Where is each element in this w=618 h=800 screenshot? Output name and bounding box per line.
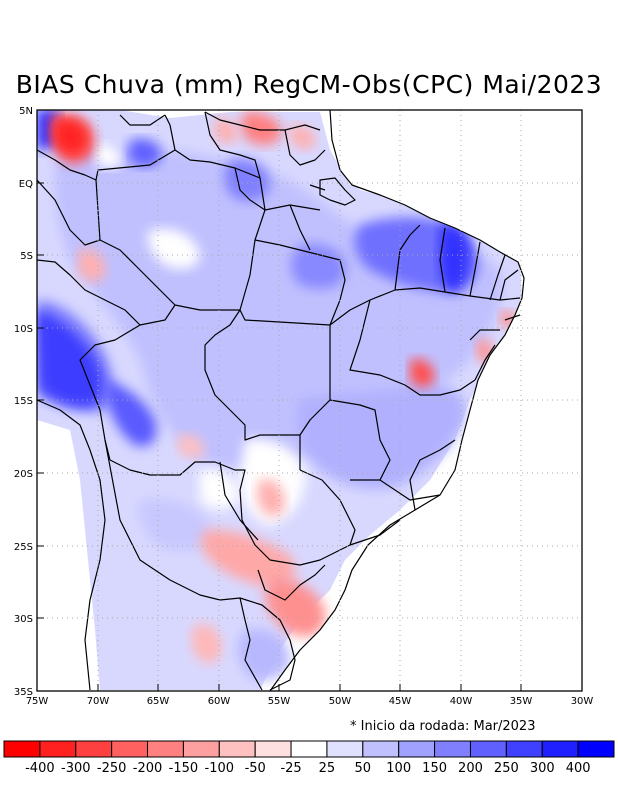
- x-tick-label: 60W: [208, 696, 231, 707]
- y-tick-label: 30S: [14, 614, 33, 625]
- colorbar-label: -200: [133, 761, 163, 776]
- y-tick-label: 20S: [14, 469, 33, 480]
- y-tick-labels: 5N EQ 5S 10S 15S 20S 25S 30S 35S: [14, 106, 33, 698]
- colorbar-label: 25: [319, 761, 336, 776]
- y-tick-label: 35S: [14, 687, 33, 698]
- y-tick-label: 10S: [14, 324, 33, 335]
- y-tick-label: 25S: [14, 542, 33, 553]
- colorbar-label: -250: [97, 761, 127, 776]
- colorbar-label: 200: [458, 761, 483, 776]
- colorbar-label: -25: [280, 761, 301, 776]
- ocean-mask: [37, 110, 582, 691]
- x-tick-label: 45W: [389, 696, 412, 707]
- y-tick-label: 5N: [19, 106, 33, 117]
- colorbar-label: 300: [530, 761, 555, 776]
- x-tick-label: 40W: [450, 696, 473, 707]
- colorbar-label: 250: [494, 761, 519, 776]
- colorbar-labels: -400 -300 -250 -200 -150 -100 -50 -25 25 50 100 150…: [25, 761, 590, 776]
- colorbar-box: [469, 740, 507, 758]
- colorbar-box: [505, 740, 543, 758]
- colorbar-box: [290, 740, 328, 758]
- colorbar-label: -400: [25, 761, 55, 776]
- colorbar-label: 400: [566, 761, 591, 776]
- colorbar-box: [75, 740, 113, 758]
- colorbar-label: -50: [245, 761, 266, 776]
- colorbar-label: 150: [422, 761, 447, 776]
- colorbar-label: -150: [169, 761, 199, 776]
- x-tick-label: 55W: [268, 696, 291, 707]
- colorbar: [3, 740, 615, 758]
- colorbar-box: [362, 740, 400, 758]
- country-borders: [37, 110, 525, 691]
- colorbar-box: [434, 740, 471, 758]
- x-tick-labels: 75W 70W 65W 60W 55W 50W 45W 40W 35W 30W: [26, 696, 594, 707]
- colorbar-box: [3, 740, 41, 758]
- y-tick-label: 5S: [20, 251, 33, 262]
- y-tick-label: EQ: [19, 179, 33, 190]
- colorbar-label: -100: [205, 761, 235, 776]
- x-tick-label: 30W: [571, 696, 594, 707]
- map-title: BIAS Chuva (mm) RegCM-Obs(CPC) Mai/2023: [15, 70, 603, 99]
- x-tick-label: 70W: [87, 696, 110, 707]
- colorbar-label: 100: [386, 761, 411, 776]
- x-tick-label: 35W: [510, 696, 533, 707]
- colorbar-box: [541, 740, 579, 758]
- tick-marks: [36, 109, 583, 692]
- x-tick-label: 75W: [26, 696, 49, 707]
- colorbar-label: 50: [355, 761, 372, 776]
- colorbar-box: [182, 740, 220, 758]
- graticule: [37, 110, 582, 691]
- colorbar-box: [39, 740, 77, 758]
- colorbar-box: [326, 740, 364, 758]
- x-tick-label: 50W: [329, 696, 352, 707]
- colorbar-box: [254, 740, 292, 758]
- colorbar-box: [218, 740, 256, 758]
- y-tick-label: 15S: [14, 396, 33, 407]
- colorbar-box: [398, 740, 436, 758]
- colorbar-box: [111, 740, 149, 758]
- x-tick-label: 65W: [147, 696, 170, 707]
- run-start-note: * Inicio da rodada: Mar/2023: [350, 719, 536, 734]
- colorbar-box: [147, 740, 184, 758]
- colorbar-box: [577, 740, 615, 758]
- colorbar-label: -300: [61, 761, 91, 776]
